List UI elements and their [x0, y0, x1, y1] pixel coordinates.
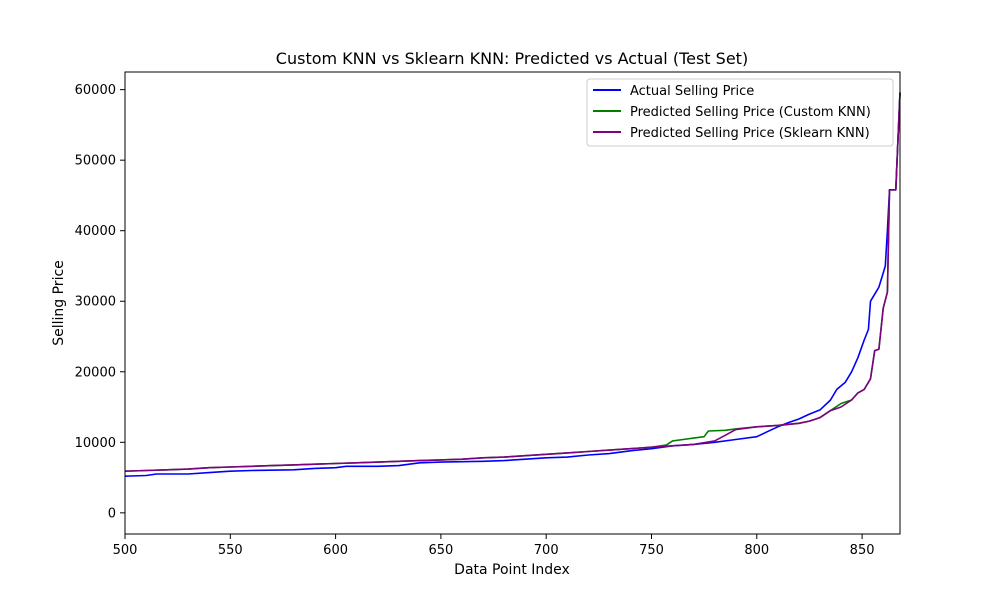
legend-box [586, 78, 894, 147]
x-tick-label: 750 [639, 543, 664, 558]
y-axis-ticks: 0 10000 20000 30000 40000 50000 60000 [75, 83, 125, 521]
x-tick-label: 600 [323, 543, 348, 558]
legend-label: Predicted Selling Price (Sklearn KNN) [630, 126, 870, 141]
plot-lines [124, 92, 901, 477]
y-axis-label: Selling Price [51, 260, 67, 346]
chart-title: Custom KNN vs Sklearn KNN: Predicted vs … [276, 49, 748, 68]
legend-label: Predicted Selling Price (Custom KNN) [630, 105, 871, 120]
series-line-1 [124, 92, 901, 472]
legend-label: Actual Selling Price [630, 84, 754, 99]
x-tick-label: 650 [428, 543, 453, 558]
x-axis-label: Data Point Index [454, 562, 570, 578]
series-line-0 [124, 92, 901, 477]
x-tick-label: 550 [218, 543, 243, 558]
x-axis-ticks: 500 550 600 650 700 750 800 850 [113, 534, 875, 558]
x-tick-label: 800 [744, 543, 769, 558]
series-line-2 [124, 92, 901, 472]
y-tick-label: 10000 [75, 436, 116, 451]
y-tick-label: 40000 [75, 224, 116, 239]
x-tick-label: 500 [113, 543, 138, 558]
y-tick-label: 30000 [75, 295, 116, 310]
x-tick-label: 850 [850, 543, 875, 558]
legend: Actual Selling Price Predicted Selling Pr… [586, 78, 894, 147]
x-tick-label: 700 [534, 543, 559, 558]
y-tick-label: 0 [108, 506, 116, 521]
y-tick-label: 60000 [75, 83, 116, 98]
plot-frame [124, 71, 901, 535]
y-tick-label: 50000 [75, 154, 116, 169]
y-tick-label: 20000 [75, 365, 116, 380]
